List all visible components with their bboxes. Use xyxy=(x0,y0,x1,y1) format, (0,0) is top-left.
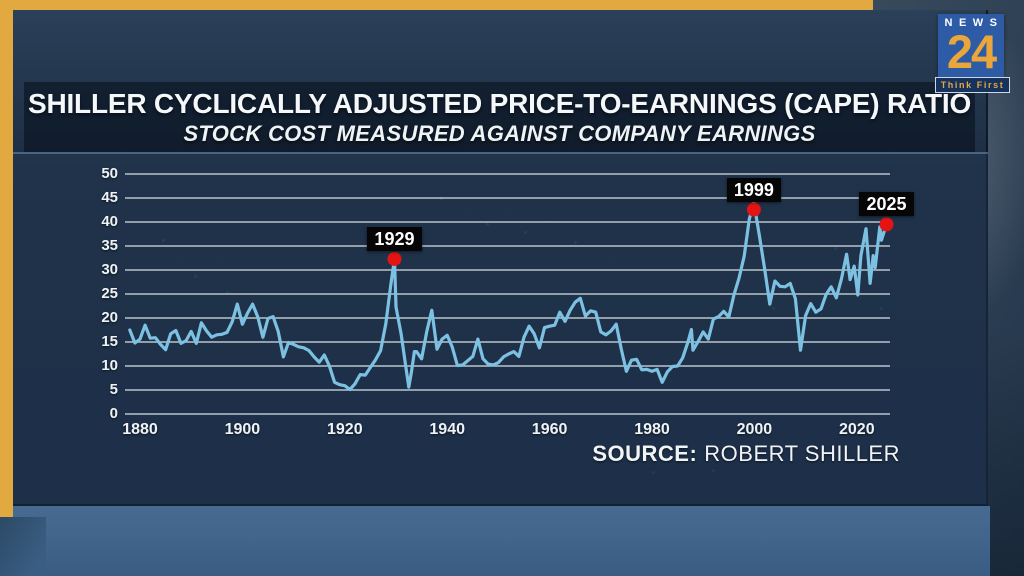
plot-background xyxy=(13,152,988,506)
news24-tagline: Think First xyxy=(935,77,1010,93)
news24-logo-number: 24 xyxy=(946,25,997,78)
page-subtitle: STOCK COST MEASURED AGAINST COMPANY EARN… xyxy=(183,120,816,146)
yellow-frame-left xyxy=(0,0,13,517)
news24-logo: NEWS 24 xyxy=(938,14,1004,77)
yellow-frame-top xyxy=(0,0,873,10)
chart-panel: SHILLER CYCLICALLY ADJUSTED PRICE-TO-EAR… xyxy=(13,10,988,506)
page-title: SHILLER CYCLICALLY ADJUSTED PRICE-TO-EAR… xyxy=(27,87,972,119)
world-map-texture xyxy=(13,10,14,11)
lower-blue-band-corner xyxy=(0,517,46,576)
title-banner: SHILLER CYCLICALLY ADJUSTED PRICE-TO-EAR… xyxy=(24,82,975,152)
lower-blue-band xyxy=(0,506,990,576)
news24-logo-name: NEWS xyxy=(944,17,1004,29)
news24-tagline-text: Think First xyxy=(940,80,1005,90)
